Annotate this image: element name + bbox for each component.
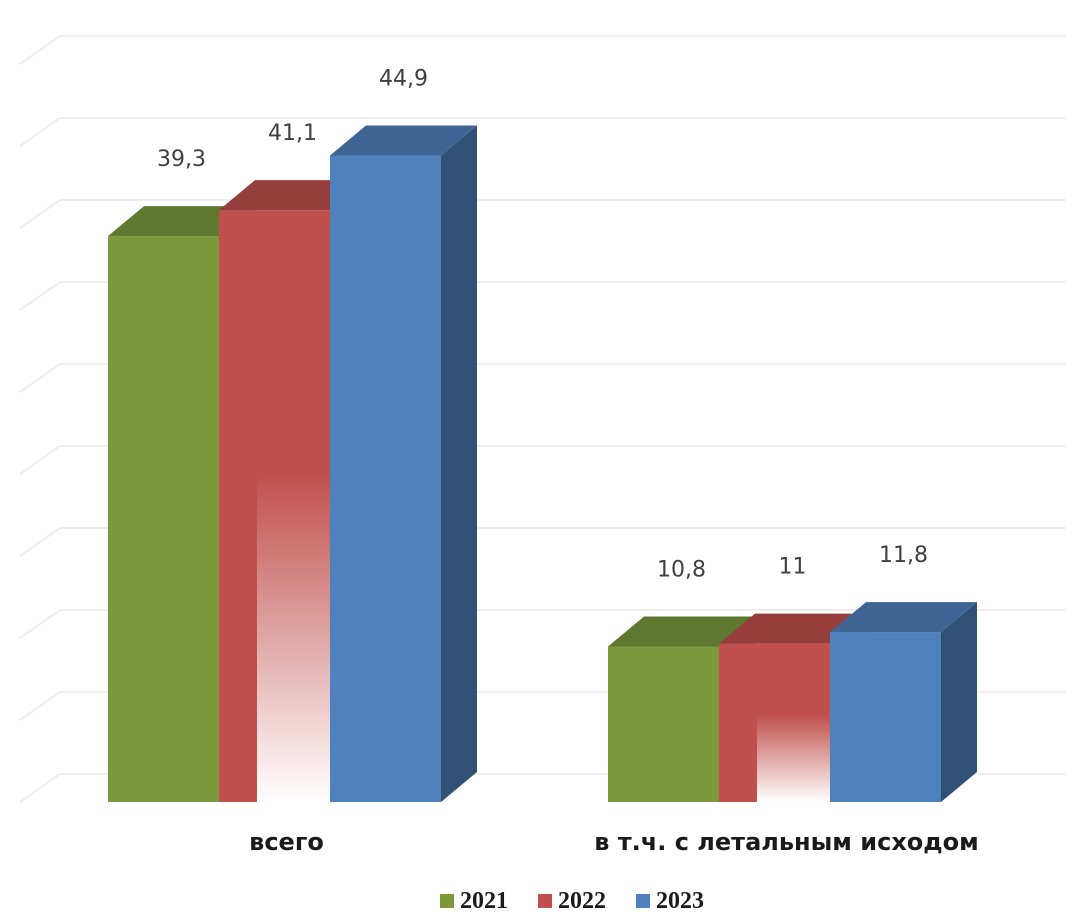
legend-label: 2023 xyxy=(656,888,704,914)
bar-side xyxy=(441,125,477,802)
bar-front xyxy=(330,155,441,802)
gridline-side xyxy=(19,691,61,721)
bar-top xyxy=(608,616,755,647)
data-labels: 39,3 41,1 44,9 10,8 11 11,8 xyxy=(157,66,928,582)
legend-swatch xyxy=(636,894,650,908)
bar-top xyxy=(330,125,477,156)
legend-item-2022: 2022 xyxy=(538,888,606,914)
data-label: 11 xyxy=(779,555,807,580)
category-labels: всего в т.ч. с летальным исходом xyxy=(249,828,979,856)
bar-top xyxy=(219,180,366,211)
legend-label: 2021 xyxy=(460,888,508,914)
data-label: 44,9 xyxy=(379,66,428,91)
legend-label: 2022 xyxy=(558,888,606,914)
legend-swatch xyxy=(440,894,454,908)
data-label: 10,8 xyxy=(657,557,706,582)
gridline-side xyxy=(19,117,61,147)
bar-fade xyxy=(757,715,830,802)
legend-swatch xyxy=(538,894,552,908)
bar-top xyxy=(108,206,255,237)
bar-front xyxy=(830,632,941,802)
gridline-side xyxy=(19,773,61,803)
category-label: в т.ч. с летальным исходом xyxy=(594,828,979,856)
bar-fade xyxy=(257,475,330,802)
bar-front xyxy=(108,236,219,802)
gridline-side xyxy=(19,35,61,65)
bars xyxy=(108,125,977,802)
gridline-side xyxy=(19,199,61,229)
category-label: всего xyxy=(249,828,324,856)
bar-top xyxy=(830,602,977,633)
gridline-side xyxy=(19,281,61,311)
legend-item-2023: 2023 xyxy=(636,888,704,914)
data-label: 11,8 xyxy=(879,543,928,568)
gridline-side xyxy=(19,445,61,475)
bar-2023-1 xyxy=(830,602,977,802)
legend-item-2021: 2021 xyxy=(440,888,508,914)
data-label: 39,3 xyxy=(157,147,206,172)
legend: 2021 2022 2023 xyxy=(440,888,704,914)
data-label: 41,1 xyxy=(268,121,317,146)
bar-top xyxy=(719,613,866,644)
bar-side xyxy=(941,602,977,802)
gridline-side xyxy=(19,527,61,557)
gridline-side xyxy=(19,363,61,393)
gridline-side xyxy=(19,609,61,639)
bar-2023-0 xyxy=(330,125,477,802)
bar-front xyxy=(608,646,719,802)
